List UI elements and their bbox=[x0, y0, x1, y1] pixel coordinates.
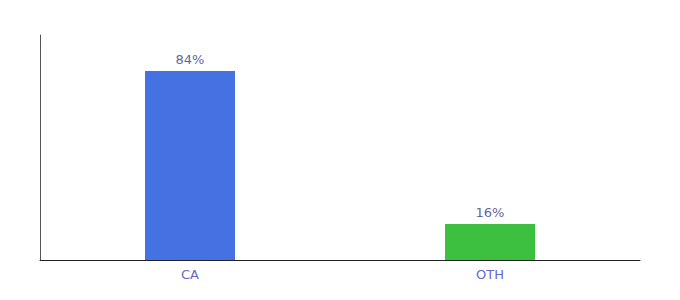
svg-text:OTH: OTH bbox=[476, 267, 504, 282]
svg-text:16%: 16% bbox=[476, 205, 505, 220]
svg-text:84%: 84% bbox=[176, 52, 205, 67]
svg-text:CA: CA bbox=[181, 267, 199, 282]
